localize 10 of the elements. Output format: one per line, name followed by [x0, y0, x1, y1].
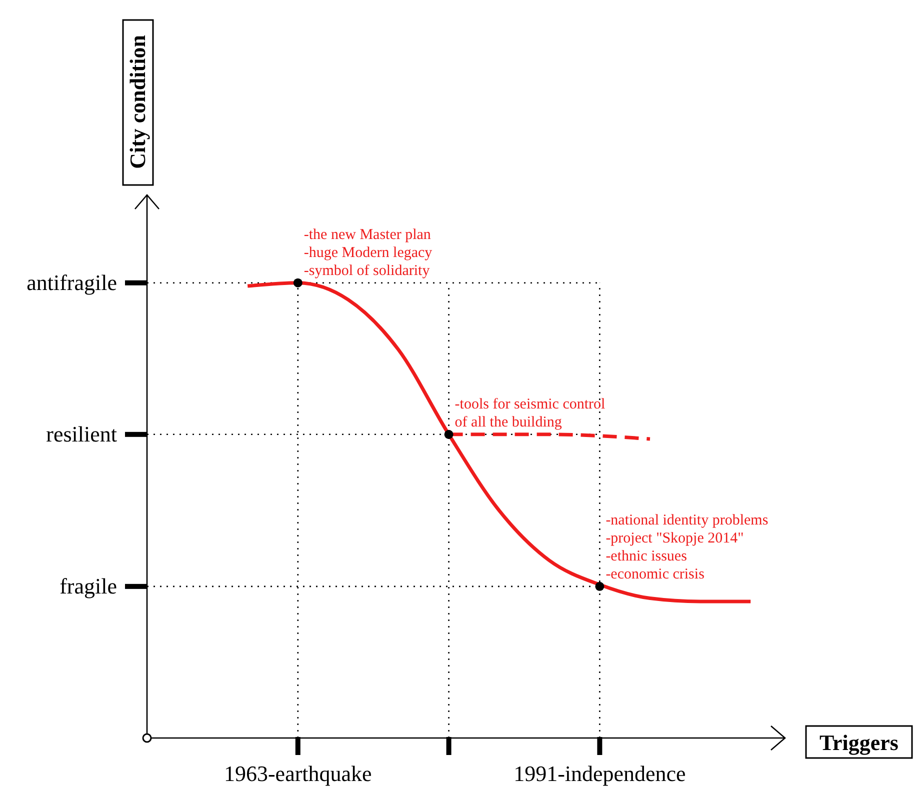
x-tick-label: 1963-earthquake [224, 761, 372, 786]
text: City condition [125, 35, 150, 169]
text: resilient [46, 421, 117, 446]
annotation: -national identity problems -project "Skopje 2014" -ethnic issues -economic crisis [606, 512, 768, 582]
annotation: -the new Master plan -huge Modern legacy -symbol of solidarity [304, 226, 433, 279]
x-axis-title: Triggers [819, 730, 899, 755]
annotation: -tools for seismic control of all the building [454, 396, 606, 430]
x-tick-label: 1991-independence [514, 761, 686, 786]
text: fragile [60, 573, 117, 598]
text: antifragile [26, 270, 117, 295]
